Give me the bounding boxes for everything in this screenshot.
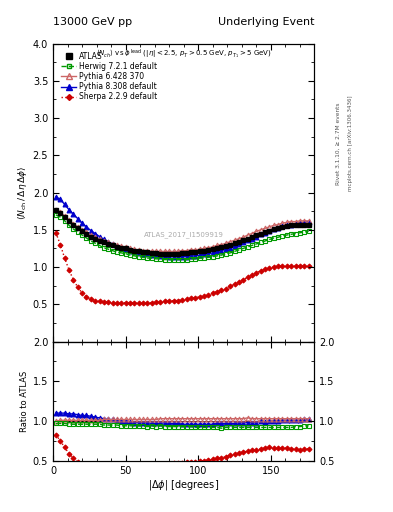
Line: Herwig 7.2.1 default: Herwig 7.2.1 default (54, 213, 311, 262)
Pythia 6.428 370 (241, 234, 246, 240)
Text: 13000 GeV pp: 13000 GeV pp (53, 17, 132, 27)
Pythia 8.308 default (306, 219, 311, 225)
Pythia 8.308 default (62, 201, 67, 207)
Pythia 6.428 370 (189, 247, 193, 253)
Pythia 6.428 370 (62, 214, 67, 220)
Pythia 8.308 default (167, 253, 172, 260)
Herwig 7.2.1 default (93, 240, 97, 246)
Pythia 8.308 default (119, 245, 124, 251)
Line: Pythia 8.308 default: Pythia 8.308 default (53, 195, 311, 259)
Text: Underlying Event: Underlying Event (218, 17, 314, 27)
Sherpa 2.2.9 default (93, 297, 97, 304)
Pythia 8.308 default (80, 220, 84, 226)
Sherpa 2.2.9 default (53, 230, 58, 236)
Pythia 8.308 default (93, 230, 97, 237)
Pythia 8.308 default (53, 194, 58, 200)
Line: Sherpa 2.2.9 default: Sherpa 2.2.9 default (54, 231, 310, 305)
Pythia 8.308 default (241, 240, 246, 246)
Text: $\langle N_{ch}\rangle$ vs $\phi^\mathrm{lead}$ ($|\eta|<2.5,\,p_T>0.5$ GeV, $p_: $\langle N_{ch}\rangle$ vs $\phi^\mathrm… (96, 48, 272, 61)
Line: Pythia 6.428 370: Pythia 6.428 370 (53, 208, 311, 254)
Text: ATLAS_2017_I1509919: ATLAS_2017_I1509919 (144, 231, 224, 238)
Text: mcplots.cern.ch [arXiv:1306.3436]: mcplots.cern.ch [arXiv:1306.3436] (348, 96, 353, 191)
X-axis label: $|\Delta\phi|$ [degrees]: $|\Delta\phi|$ [degrees] (148, 478, 219, 493)
Legend: ATLAS, Herwig 7.2.1 default, Pythia 6.428 370, Pythia 8.308 default, Sherpa 2.2.: ATLAS, Herwig 7.2.1 default, Pythia 6.42… (59, 50, 159, 103)
Herwig 7.2.1 default (241, 245, 246, 251)
Herwig 7.2.1 default (119, 250, 124, 256)
Y-axis label: Ratio to ATLAS: Ratio to ATLAS (20, 371, 29, 432)
Pythia 8.308 default (189, 253, 193, 259)
Text: Rivet 3.1.10, ≥ 2.7M events: Rivet 3.1.10, ≥ 2.7M events (336, 102, 341, 185)
Herwig 7.2.1 default (62, 218, 67, 224)
Sherpa 2.2.9 default (189, 295, 193, 302)
Pythia 6.428 370 (306, 218, 311, 224)
Sherpa 2.2.9 default (306, 263, 311, 269)
Sherpa 2.2.9 default (123, 300, 128, 306)
Pythia 6.428 370 (80, 227, 84, 233)
Herwig 7.2.1 default (80, 232, 84, 238)
Pythia 6.428 370 (53, 207, 58, 214)
Sherpa 2.2.9 default (80, 290, 84, 296)
Sherpa 2.2.9 default (241, 276, 246, 283)
Herwig 7.2.1 default (306, 228, 311, 234)
Pythia 6.428 370 (149, 248, 154, 254)
Sherpa 2.2.9 default (62, 255, 67, 261)
Herwig 7.2.1 default (53, 212, 58, 218)
Y-axis label: $\langle N_\mathrm{ch}\,/\,\Delta\eta\,\Delta\phi\rangle$: $\langle N_\mathrm{ch}\,/\,\Delta\eta\,\… (16, 165, 29, 220)
Herwig 7.2.1 default (162, 257, 167, 263)
Sherpa 2.2.9 default (110, 300, 115, 306)
Pythia 6.428 370 (93, 234, 97, 240)
Herwig 7.2.1 default (189, 256, 193, 262)
Pythia 6.428 370 (119, 243, 124, 249)
